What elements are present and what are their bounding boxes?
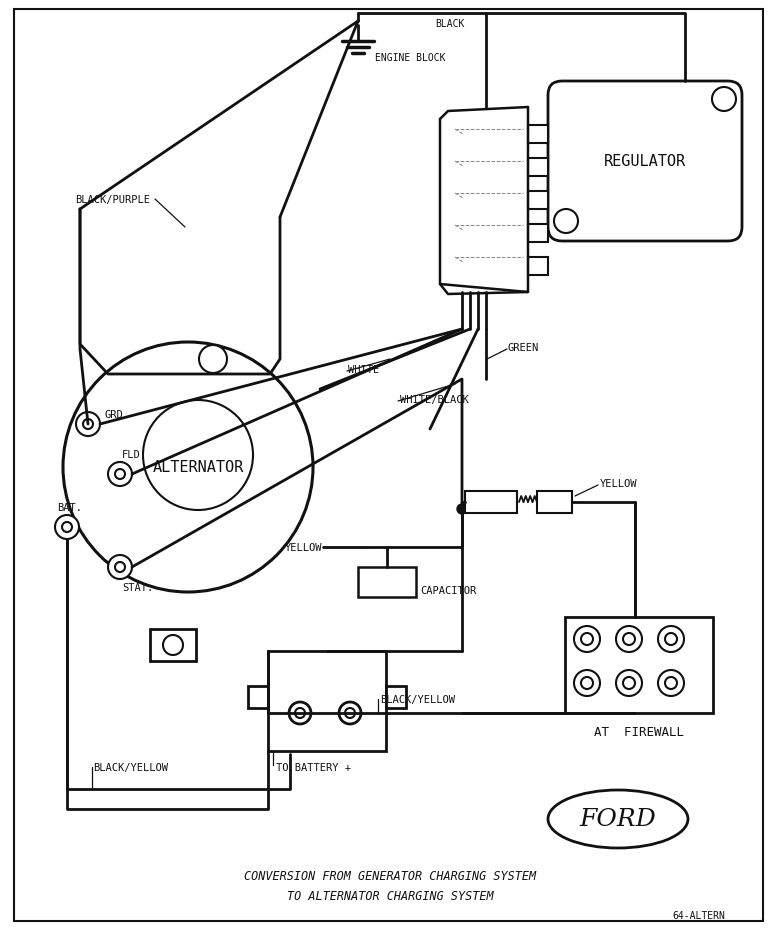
Circle shape — [623, 633, 635, 646]
Text: REGULATOR: REGULATOR — [604, 154, 686, 169]
Bar — [528, 225, 548, 243]
Text: TO BATTERY +: TO BATTERY + — [276, 762, 351, 772]
Text: GRD.: GRD. — [104, 410, 129, 419]
Circle shape — [295, 708, 305, 718]
Text: BLACK: BLACK — [435, 19, 465, 29]
Circle shape — [581, 677, 593, 689]
Circle shape — [554, 210, 578, 234]
Circle shape — [289, 702, 311, 724]
Circle shape — [115, 563, 125, 572]
Text: CAPACITOR: CAPACITOR — [420, 585, 476, 596]
Text: ALTERNATOR: ALTERNATOR — [152, 460, 244, 475]
Circle shape — [345, 708, 355, 718]
Circle shape — [665, 677, 677, 689]
Circle shape — [712, 88, 736, 112]
Text: AT  FIREWALL: AT FIREWALL — [594, 725, 684, 737]
Circle shape — [616, 670, 642, 697]
Bar — [268, 651, 386, 751]
Text: WHITE: WHITE — [348, 364, 379, 375]
Bar — [528, 126, 548, 143]
Circle shape — [623, 677, 635, 689]
Text: GREEN: GREEN — [508, 343, 539, 353]
Circle shape — [143, 400, 253, 511]
Text: 64-ALTERN: 64-ALTERN — [672, 910, 725, 920]
Circle shape — [658, 626, 684, 652]
Circle shape — [115, 469, 125, 480]
Bar — [565, 617, 713, 714]
Bar — [358, 567, 416, 598]
Circle shape — [574, 670, 600, 697]
Circle shape — [581, 633, 593, 646]
Text: ENGINE BLOCK: ENGINE BLOCK — [375, 53, 445, 63]
Text: BAT.: BAT. — [57, 502, 82, 513]
Text: YELLOW: YELLOW — [284, 543, 322, 552]
Circle shape — [83, 419, 93, 430]
Bar — [465, 492, 517, 514]
Circle shape — [108, 555, 132, 580]
Text: YELLOW: YELLOW — [600, 479, 637, 488]
Circle shape — [616, 626, 642, 652]
Text: CONVERSION FROM GENERATOR CHARGING SYSTEM: CONVERSION FROM GENERATOR CHARGING SYSTE… — [244, 868, 536, 882]
Circle shape — [62, 522, 72, 532]
Bar — [537, 492, 572, 514]
Bar — [528, 159, 548, 177]
Bar — [528, 192, 548, 210]
Circle shape — [457, 504, 467, 514]
Circle shape — [574, 626, 600, 652]
Bar — [528, 258, 548, 276]
Circle shape — [76, 413, 100, 436]
Circle shape — [108, 463, 132, 486]
Circle shape — [339, 702, 361, 724]
Ellipse shape — [548, 790, 688, 848]
Bar — [150, 630, 196, 662]
Text: BLACK/YELLOW: BLACK/YELLOW — [93, 762, 168, 772]
Text: TO ALTERNATOR CHARGING SYSTEM: TO ALTERNATOR CHARGING SYSTEM — [287, 888, 493, 902]
Circle shape — [665, 633, 677, 646]
Bar — [386, 686, 406, 708]
Circle shape — [199, 346, 227, 374]
Circle shape — [163, 635, 183, 655]
Bar — [248, 686, 268, 708]
Text: FLD.: FLD. — [122, 449, 147, 460]
Text: BLACK/YELLOW: BLACK/YELLOW — [380, 694, 455, 704]
Circle shape — [658, 670, 684, 697]
Text: WHITE/BLACK: WHITE/BLACK — [400, 395, 469, 405]
Text: BLACK/PURPLE: BLACK/PURPLE — [75, 194, 150, 205]
Circle shape — [63, 343, 313, 593]
Text: STAT.: STAT. — [122, 582, 153, 593]
Text: FORD: FORD — [580, 808, 657, 831]
FancyBboxPatch shape — [548, 82, 742, 242]
Circle shape — [55, 515, 79, 539]
